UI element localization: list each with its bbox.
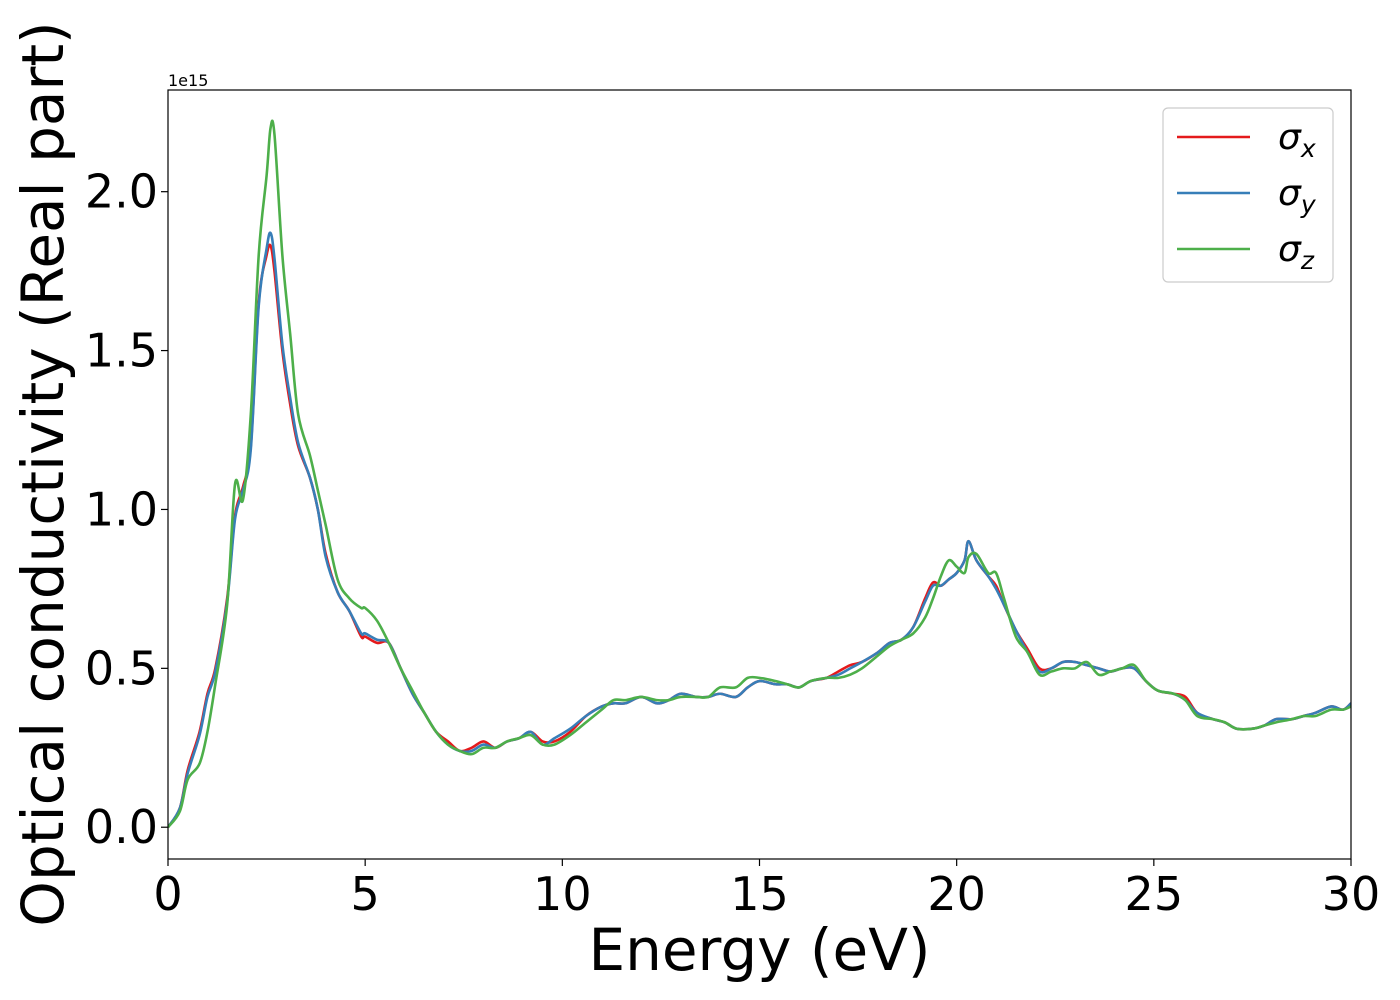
x-tick-label: 15 (730, 867, 789, 921)
y-tick-label: 0.5 (85, 641, 158, 695)
y-tick-label: 1.0 (85, 482, 158, 536)
legend-entry-y: σy (1177, 173, 1317, 219)
y-axis-label: Optical conductivity (Real part) (9, 21, 77, 926)
x-tick-label: 20 (927, 867, 986, 921)
plot-lines (168, 119, 1351, 829)
legend-box (1162, 107, 1334, 283)
legend-label: σx (1278, 117, 1316, 163)
x-tick-label: 5 (351, 867, 380, 921)
x-tick-label: 10 (533, 867, 592, 921)
y-tick-label: 0.0 (85, 800, 158, 854)
y-offset-label: 1e15 (168, 71, 208, 90)
legend-label: σz (1278, 229, 1315, 275)
x-axis-ticks: 0 5 10 15 20 25 30 (153, 859, 1380, 921)
legend-entry-z: σz (1177, 229, 1315, 275)
x-tick-label: 25 (1125, 867, 1184, 921)
y-tick-label: 1.5 (85, 324, 158, 378)
legend-label: σy (1278, 173, 1317, 219)
x-tick-label: 0 (153, 867, 182, 921)
series-line-z (168, 119, 1351, 829)
y-axis-ticks: 0.0 0.5 1.0 1.5 2.0 (85, 165, 168, 854)
legend-entry-x: σx (1177, 117, 1316, 163)
x-tick-label: 30 (1322, 867, 1381, 921)
x-axis-label: Energy (eV) (588, 916, 930, 984)
y-tick-label: 2.0 (85, 165, 158, 219)
legend: σx σy σz (1162, 107, 1334, 283)
